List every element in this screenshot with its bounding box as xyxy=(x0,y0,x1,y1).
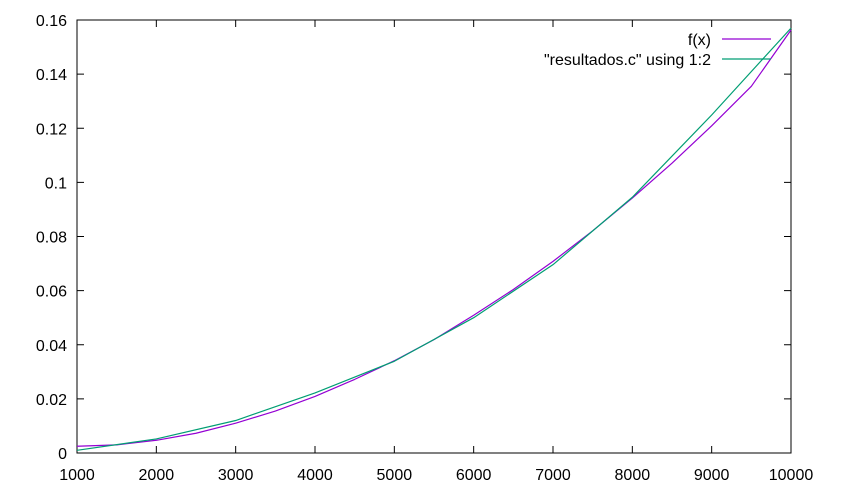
y-tick-label: 0.12 xyxy=(36,121,67,138)
legend-label-1: f(x) xyxy=(688,32,711,49)
legend-label-2: "resultados.c" using 1:2 xyxy=(544,52,711,69)
plot-frame xyxy=(76,19,792,454)
y-tick-label: 0.08 xyxy=(36,230,67,247)
x-tick-label: 5000 xyxy=(377,467,413,484)
x-tick-label: 10000 xyxy=(769,467,814,484)
y-tick-label: 0.04 xyxy=(36,338,67,355)
x-tick-label: 7000 xyxy=(535,467,571,484)
y-tick-label: 0.16 xyxy=(36,13,67,30)
x-tick-label: 9000 xyxy=(694,467,730,484)
y-tick-label: 0.02 xyxy=(36,392,67,409)
series-line-2 xyxy=(76,27,792,451)
x-tick-label: 1000 xyxy=(59,467,95,484)
x-tick-label: 2000 xyxy=(139,467,175,484)
x-tick-label: 8000 xyxy=(615,467,651,484)
ticks-layer: 1000 2000 3000 4000 5000 6000 7000 8000 9000 1000… xyxy=(36,13,813,484)
y-tick-label: 0 xyxy=(58,446,67,463)
y-tick-label: 0.1 xyxy=(45,175,67,192)
series-layer xyxy=(76,27,792,451)
y-tick-label: 0.06 xyxy=(36,284,67,301)
x-tick-label: 6000 xyxy=(456,467,492,484)
legend: f(x) "resultados.c" using 1:2 xyxy=(544,32,771,69)
x-tick-label: 4000 xyxy=(297,467,333,484)
x-tick-label: 3000 xyxy=(218,467,254,484)
y-tick-label: 0.14 xyxy=(36,67,67,84)
series-line-1 xyxy=(76,29,792,447)
